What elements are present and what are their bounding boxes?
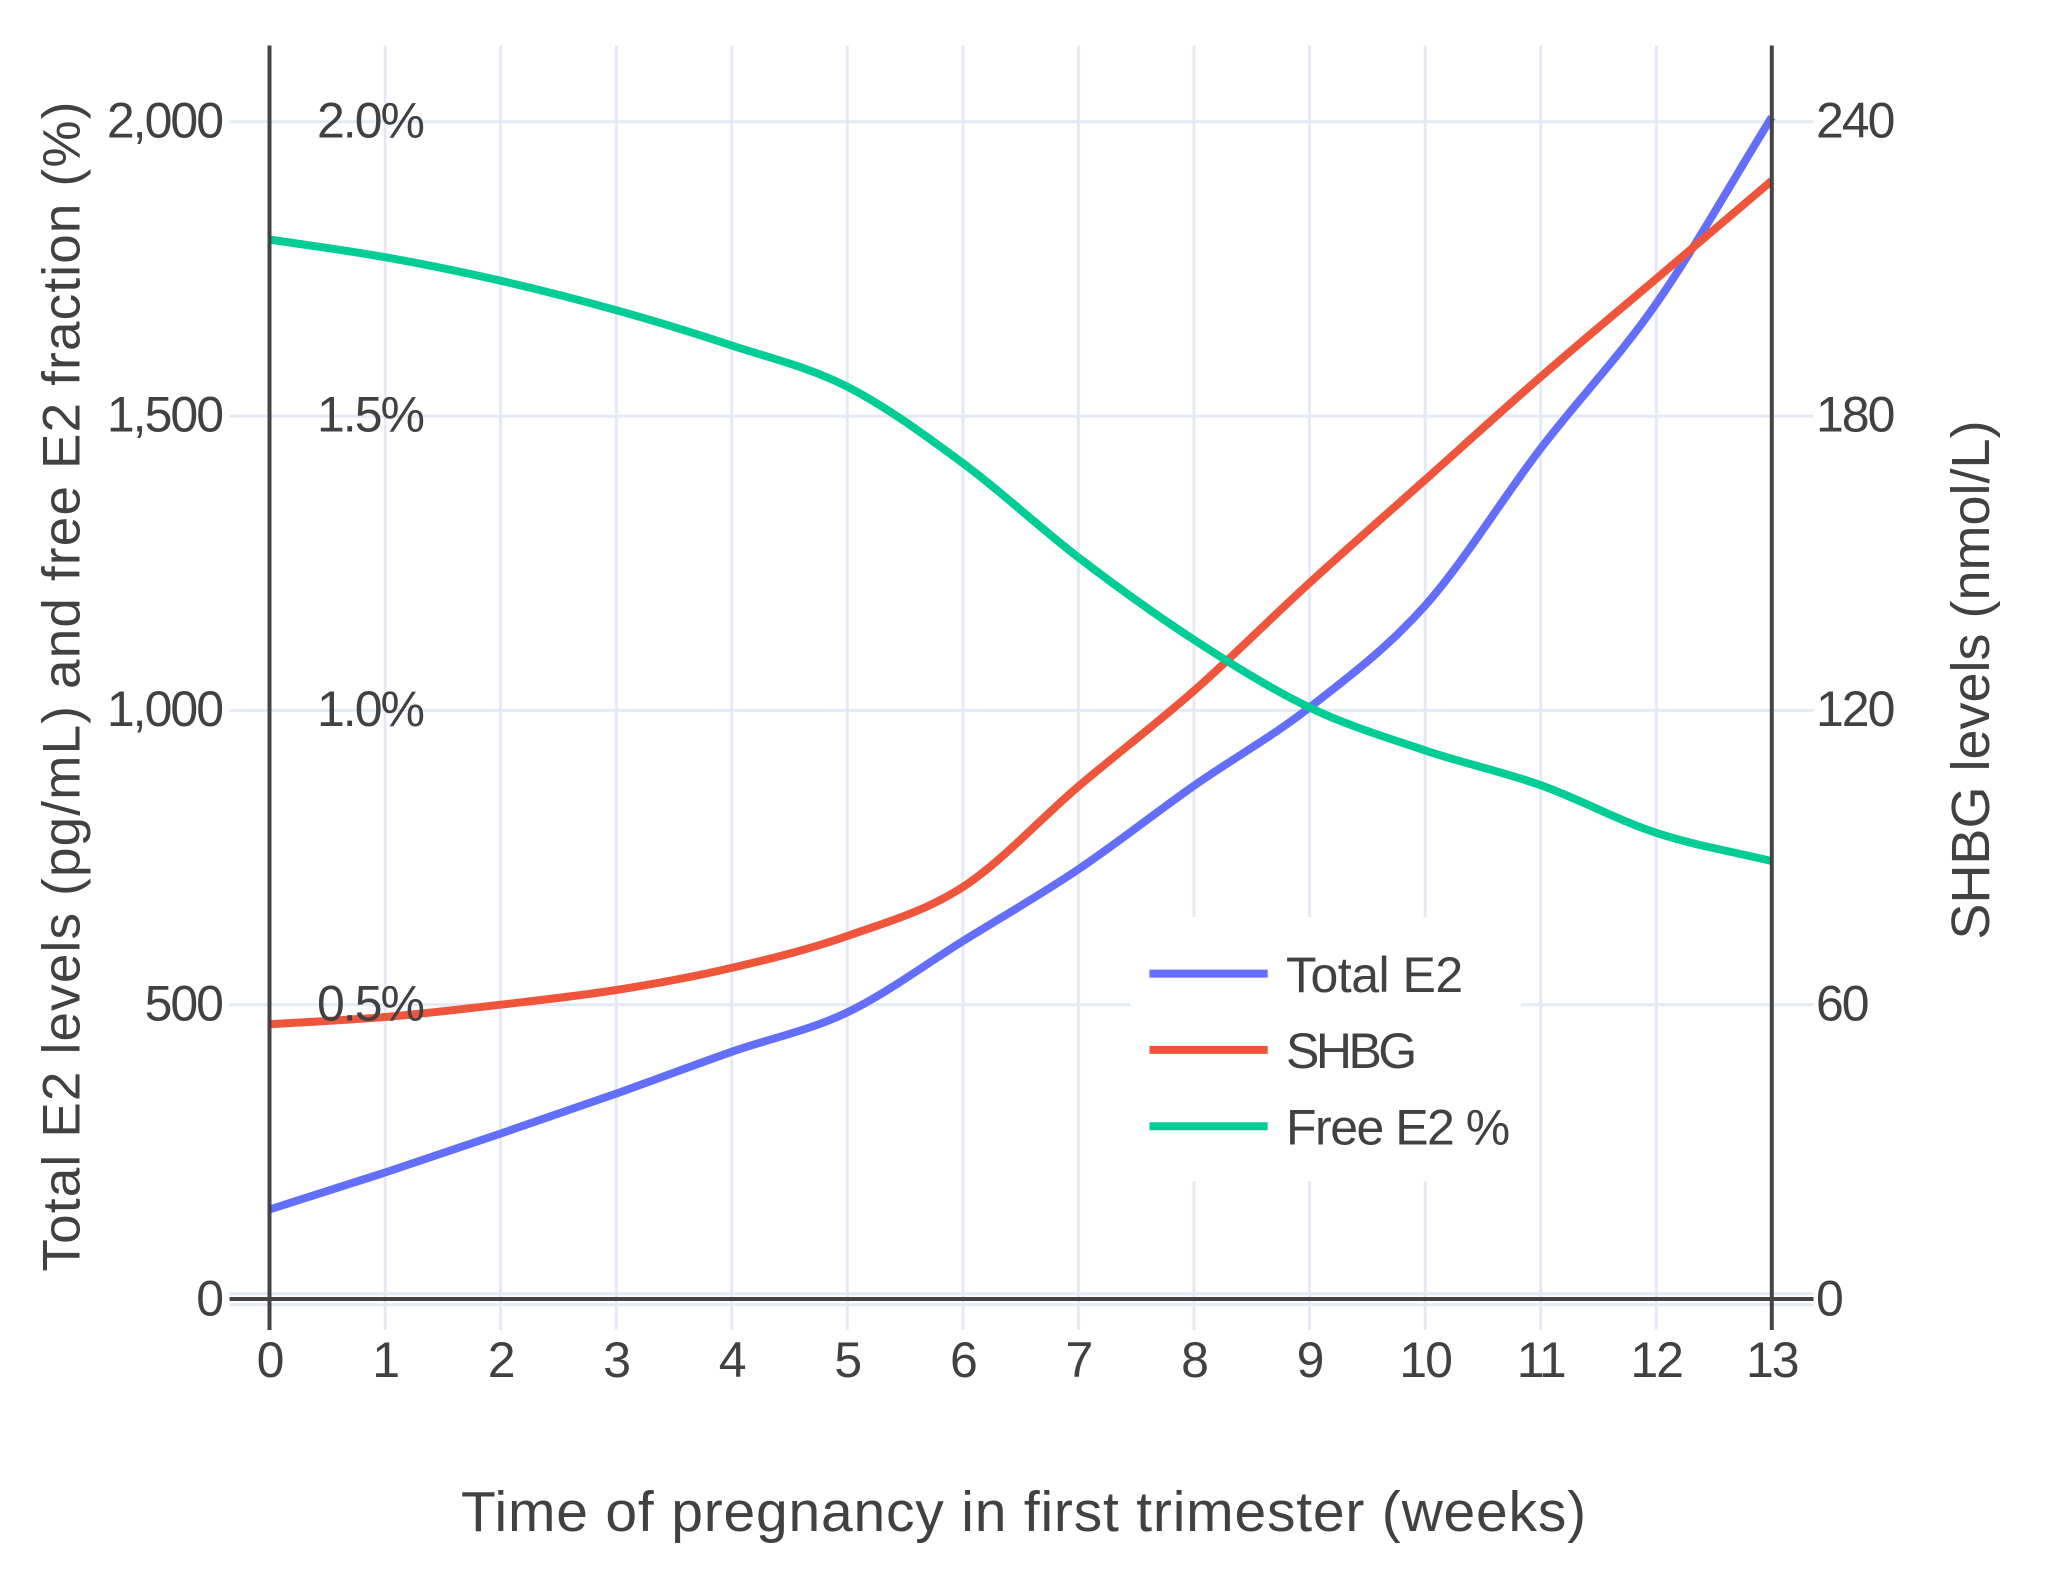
svg-text:240: 240 xyxy=(1816,92,1894,148)
svg-text:2: 2 xyxy=(488,1332,514,1388)
svg-text:12: 12 xyxy=(1630,1332,1682,1388)
svg-text:9: 9 xyxy=(1297,1332,1323,1388)
svg-text:2,000: 2,000 xyxy=(107,92,222,148)
svg-text:Free E2 %: Free E2 % xyxy=(1286,1100,1509,1156)
svg-text:1.5%: 1.5% xyxy=(317,387,424,443)
svg-text:8: 8 xyxy=(1181,1332,1207,1388)
svg-text:Time of pregnancy in first tri: Time of pregnancy in first trimester (we… xyxy=(461,1480,1587,1544)
svg-text:Total E2: Total E2 xyxy=(1286,947,1463,1003)
svg-text:60: 60 xyxy=(1816,975,1868,1031)
svg-text:0: 0 xyxy=(1816,1271,1842,1327)
svg-text:10: 10 xyxy=(1399,1332,1451,1388)
svg-text:4: 4 xyxy=(719,1332,746,1388)
svg-text:5: 5 xyxy=(834,1332,860,1388)
svg-text:500: 500 xyxy=(145,975,223,1031)
svg-text:120: 120 xyxy=(1816,681,1894,737)
svg-text:11: 11 xyxy=(1517,1332,1565,1388)
svg-text:3: 3 xyxy=(603,1332,629,1388)
svg-text:7: 7 xyxy=(1065,1332,1091,1388)
svg-text:180: 180 xyxy=(1816,387,1894,443)
svg-text:SHBG levels (nmol/L): SHBG levels (nmol/L) xyxy=(1941,420,2001,939)
svg-text:Total E2 levels (pg/mL) and fr: Total E2 levels (pg/mL) and free E2 frac… xyxy=(33,100,92,1271)
svg-text:1,500: 1,500 xyxy=(107,387,222,443)
svg-text:13: 13 xyxy=(1746,1332,1798,1388)
svg-text:2.0%: 2.0% xyxy=(317,92,424,148)
svg-text:6: 6 xyxy=(950,1332,976,1388)
svg-text:0: 0 xyxy=(196,1271,222,1327)
svg-text:1: 1 xyxy=(372,1332,398,1388)
svg-text:1.0%: 1.0% xyxy=(317,681,424,737)
svg-text:0: 0 xyxy=(257,1332,283,1388)
svg-text:1,000: 1,000 xyxy=(107,681,222,737)
svg-text:SHBG: SHBG xyxy=(1286,1023,1414,1079)
svg-text:0.5%: 0.5% xyxy=(317,975,424,1031)
